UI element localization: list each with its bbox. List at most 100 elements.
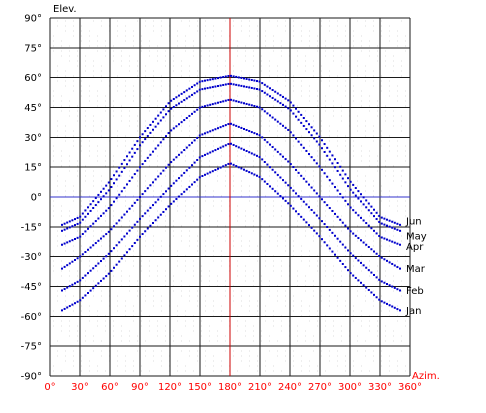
sun-position-point xyxy=(237,125,240,128)
sun-position-point xyxy=(193,92,196,95)
sun-position-point xyxy=(222,100,225,103)
sun-position-point xyxy=(391,305,394,308)
sun-position-point xyxy=(162,116,165,119)
sun-position-point xyxy=(131,155,134,158)
sun-position-point xyxy=(393,241,396,244)
sun-position-point xyxy=(250,131,253,134)
sun-position-point xyxy=(123,254,126,257)
sun-position-point xyxy=(232,99,235,102)
sun-position-point xyxy=(139,196,141,198)
sun-position-point xyxy=(302,124,305,127)
sun-position-point xyxy=(107,230,110,233)
sun-position-point xyxy=(152,120,154,123)
sun-position-point xyxy=(191,85,193,88)
sun-position-point xyxy=(240,84,243,87)
sun-position-point xyxy=(344,199,347,202)
sun-position-point xyxy=(178,102,180,105)
sun-position-point xyxy=(240,167,243,170)
sun-position-point xyxy=(295,168,297,171)
sun-position-point xyxy=(315,140,318,143)
sun-position-point xyxy=(274,190,277,193)
sun-position-point xyxy=(84,251,87,254)
sun-position-point xyxy=(157,198,160,201)
sun-position-point xyxy=(396,228,399,231)
sun-position-point xyxy=(357,259,360,262)
sun-position-point xyxy=(380,280,383,283)
sun-position-point xyxy=(146,134,149,137)
sun-position-point xyxy=(198,156,201,159)
sun-position-point xyxy=(94,242,97,245)
sun-position-point xyxy=(219,126,222,129)
sun-position-point xyxy=(289,101,292,104)
y-tick-label: -30° xyxy=(21,252,42,263)
sun-position-point xyxy=(79,255,82,258)
sun-position-point xyxy=(66,306,69,309)
sun-position-point xyxy=(289,163,292,166)
sun-position-point xyxy=(183,171,186,174)
sun-position-point xyxy=(308,206,310,209)
sun-position-point xyxy=(258,134,261,137)
sun-position-point xyxy=(310,186,313,189)
sun-position-point xyxy=(388,284,391,287)
sun-position-point xyxy=(152,181,154,184)
sun-position-point xyxy=(339,192,342,195)
sun-position-point xyxy=(152,204,154,207)
sun-position-point xyxy=(279,94,282,97)
sun-position-point xyxy=(331,231,334,234)
sun-position-point xyxy=(149,153,152,156)
sun-position-point xyxy=(89,269,92,272)
sun-position-point xyxy=(269,114,271,117)
sun-position-point xyxy=(386,302,388,305)
sun-position-point xyxy=(310,126,313,129)
sun-position-point xyxy=(357,214,360,217)
sun-position-point xyxy=(318,217,321,220)
sun-position-point xyxy=(214,149,217,152)
sun-position-point xyxy=(279,176,282,179)
sun-position-point xyxy=(295,137,297,140)
y-axis-title: Elev. xyxy=(53,4,77,15)
sun-position-point xyxy=(201,155,204,158)
sun-position-point xyxy=(276,192,279,195)
sun-position-point xyxy=(375,218,378,221)
sun-position-point xyxy=(367,224,370,227)
sun-position-point xyxy=(386,259,388,262)
sun-position-point xyxy=(115,244,118,247)
y-tick-label: 15° xyxy=(24,163,42,174)
sun-position-point xyxy=(349,230,352,233)
reference-lines xyxy=(50,18,410,376)
sun-position-point xyxy=(68,262,71,265)
sun-position-point xyxy=(188,95,191,98)
sun-position-point xyxy=(157,144,160,147)
sun-position-point xyxy=(68,240,71,243)
sun-position-point xyxy=(87,272,89,275)
sun-position-point xyxy=(399,309,401,312)
sun-position-point xyxy=(105,255,108,258)
sun-position-point xyxy=(204,105,206,108)
sun-position-point xyxy=(258,175,261,178)
sun-position-point xyxy=(230,142,232,145)
sun-position-point xyxy=(185,89,188,92)
sun-position-point xyxy=(318,235,321,238)
sun-position-point xyxy=(365,266,368,269)
sun-position-point xyxy=(217,147,219,150)
sun-position-point xyxy=(336,162,339,165)
sun-position-point xyxy=(287,128,290,131)
sun-position-point xyxy=(321,220,323,223)
sun-position-point xyxy=(115,197,118,200)
sun-position-point xyxy=(196,108,199,111)
sun-position-point xyxy=(344,266,347,269)
sun-position-point xyxy=(180,151,183,154)
sun-position-point xyxy=(292,134,295,137)
sun-position-point xyxy=(276,173,279,176)
sun-position-point xyxy=(250,172,253,175)
sun-position-point xyxy=(354,211,357,214)
sun-position-point xyxy=(250,79,253,82)
sun-position-point xyxy=(68,226,71,229)
sun-position-point xyxy=(318,165,321,168)
sun-position-point xyxy=(136,169,139,172)
sun-position-point xyxy=(118,260,121,263)
sun-position-point xyxy=(141,193,144,196)
sun-position-point xyxy=(256,88,258,91)
sun-position-point xyxy=(331,209,334,212)
